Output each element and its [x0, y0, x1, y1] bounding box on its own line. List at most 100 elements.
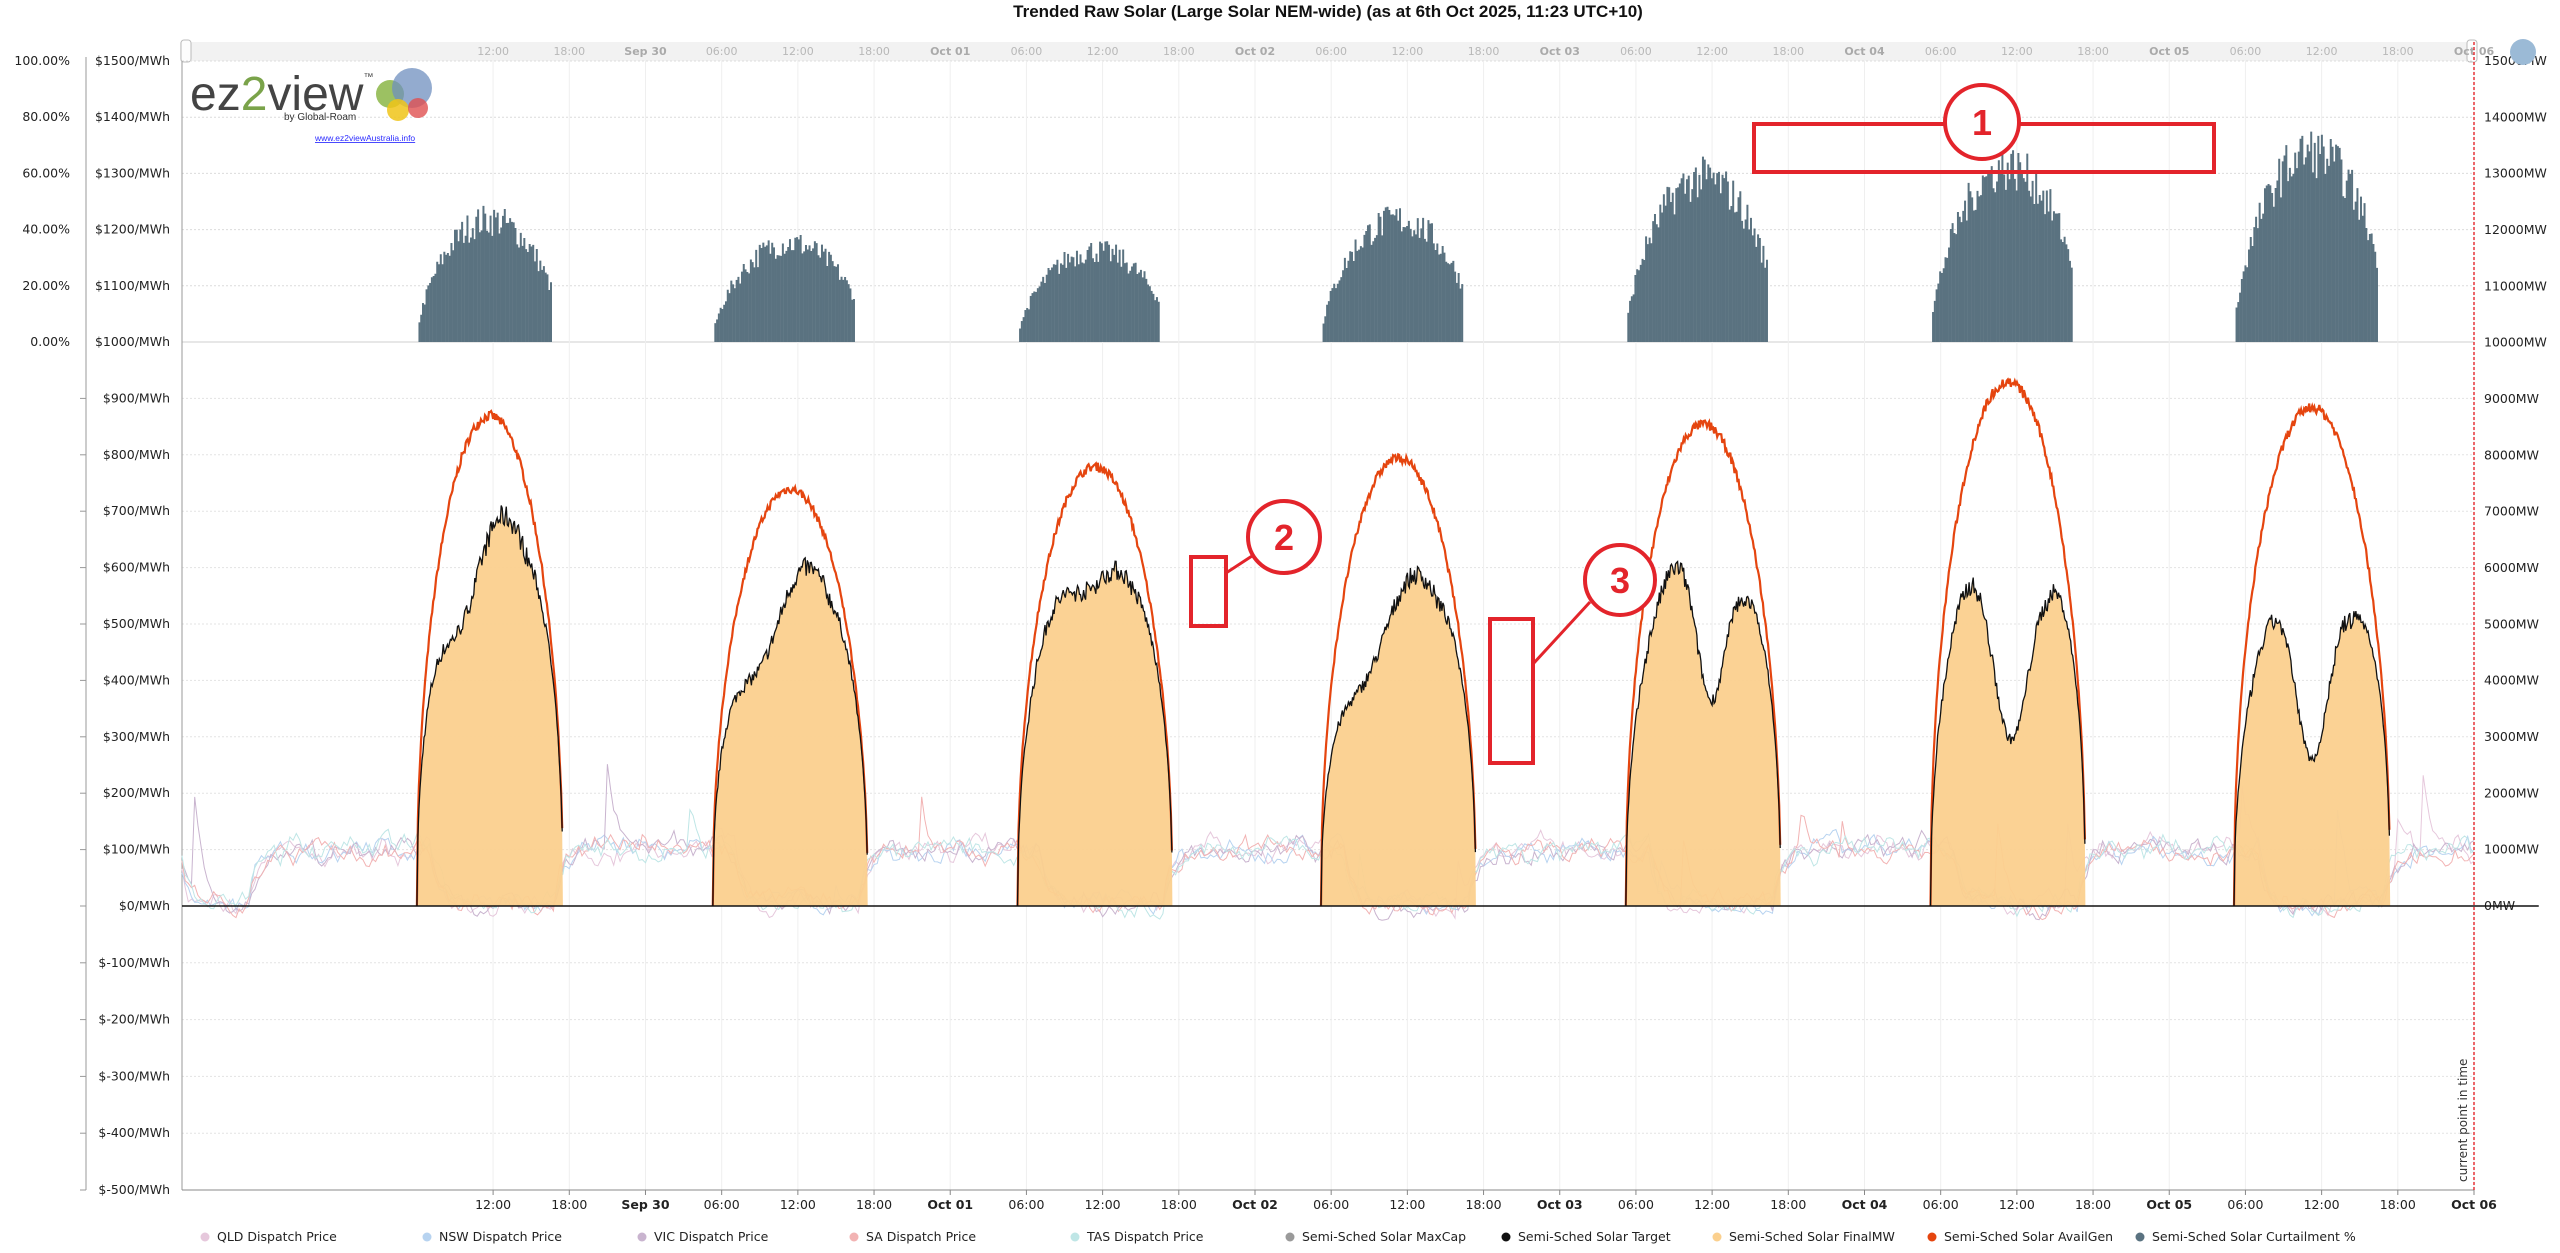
- availgen-line-day: [1624, 418, 1782, 907]
- navigator-tick-label: 06:00: [2230, 45, 2262, 58]
- x-tick-label: 18:00: [856, 1197, 892, 1212]
- navigator-tick-label: 12:00: [782, 45, 814, 58]
- y-tick-price: $-300/MWh: [98, 1068, 170, 1083]
- finalmw-area-day: [712, 557, 868, 906]
- legend-marker: [2135, 1232, 2145, 1242]
- navigator-tick-label: Oct 03: [1540, 45, 1580, 58]
- availgen-line-day: [2232, 402, 2391, 907]
- annotation-circle-1: [1943, 83, 2021, 161]
- legend-marker: [637, 1232, 647, 1242]
- legend-label: NSW Dispatch Price: [439, 1229, 562, 1244]
- navigator-tick-label: Oct 01: [930, 45, 970, 58]
- y-tick-price-top: $1100/MWh: [95, 278, 170, 293]
- legend-marker: [1712, 1232, 1722, 1242]
- target-line-day: [1625, 560, 1781, 907]
- target-line-day: [416, 505, 563, 907]
- y-tick-price: $500/MWh: [103, 616, 170, 631]
- y-tick-price: $600/MWh: [103, 560, 170, 575]
- y-tick-mw: 6000MW: [2484, 560, 2539, 575]
- x-tick-label: Oct 05: [2146, 1197, 2192, 1212]
- navigator-tick-label: 12:00: [2001, 45, 2033, 58]
- logo-circle-blue: [392, 68, 432, 108]
- y-tick-mw: 3000MW: [2484, 729, 2539, 744]
- y-tick-mw: 13000MW: [2484, 166, 2547, 181]
- legend-label: QLD Dispatch Price: [217, 1229, 337, 1244]
- target-line-day: [1320, 565, 1477, 907]
- y-tick-price: $300/MWh: [103, 729, 170, 744]
- y-tick-mw: 12000MW: [2484, 222, 2547, 237]
- y-tick-price: $0/MWh: [119, 898, 170, 913]
- navigator-track[interactable]: [180, 42, 2472, 61]
- navigator-tick-label: Sep 30: [624, 45, 667, 58]
- availgen-line-day: [1929, 377, 2086, 907]
- legend-marker: [422, 1232, 432, 1242]
- y-tick-mw: 7000MW: [2484, 504, 2539, 519]
- x-axis-ticks: 12:00 18:00 Sep 30 06:00 12:00 18:00 Oct 01 06:…: [475, 1190, 2497, 1212]
- y-tick-price: $700/MWh: [103, 503, 170, 518]
- legend-label: Semi-Sched Solar MaxCap: [1302, 1229, 1466, 1244]
- navigator-tick-label: 06:00: [1315, 45, 1347, 58]
- navigator-tick-label: 12:00: [477, 45, 509, 58]
- navigator-tick-label: 12:00: [1696, 45, 1728, 58]
- left-axis-price: $1500/MWh $1400/MWh $1300/MWh $1200/MWh $110…: [95, 53, 170, 1197]
- navigator-tick-label: 18:00: [1163, 45, 1195, 58]
- annotation-number-1: 1: [1972, 102, 1992, 143]
- finalmw-area-day: [1321, 566, 1476, 906]
- annotation-leader-3: [1531, 600, 1592, 666]
- y-tick-percent: 0.00%: [30, 334, 70, 349]
- legend-marker: [1070, 1232, 1080, 1242]
- legend-label: Semi-Sched Solar FinalMW: [1729, 1229, 1895, 1244]
- legend-marker: [1501, 1232, 1511, 1242]
- x-tick-label: 06:00: [1313, 1197, 1349, 1212]
- y-tick-price-top: $1400/MWh: [95, 109, 170, 124]
- y-tick-price-top: $1200/MWh: [95, 222, 170, 237]
- navigator-tick-label: Oct 06: [2454, 45, 2495, 58]
- finalmw-area-day: [1930, 577, 2086, 906]
- legend-label: VIC Dispatch Price: [654, 1229, 769, 1244]
- y-tick-price-top: $1300/MWh: [95, 165, 170, 180]
- chart-title: Trended Raw Solar (Large Solar NEM-wide)…: [1013, 2, 1643, 21]
- range-navigator[interactable]: 12:00 18:00 Sep 30 06:00 12:00 18:00 Oct 01 06:…: [180, 39, 2495, 63]
- x-tick-label: Oct 06: [2451, 1197, 2497, 1212]
- navigator-right-handle[interactable]: [2466, 39, 2478, 63]
- navigator-tick-label: 12:00: [1392, 45, 1424, 58]
- x-tick-label: 18:00: [551, 1197, 587, 1212]
- pin-icon[interactable]: [2510, 39, 2536, 65]
- navigator-tick-label: 06:00: [1011, 45, 1043, 58]
- x-tick-label: 18:00: [1770, 1197, 1806, 1212]
- logo-circle-red: [408, 98, 428, 118]
- target-line-day: [1929, 577, 2086, 907]
- x-tick-label: Oct 03: [1537, 1197, 1583, 1212]
- x-tick-label: 12:00: [2304, 1197, 2340, 1212]
- y-tick-percent: 20.00%: [22, 278, 70, 293]
- ez2view-logo[interactable]: ez2view™ by Global-Roam www.ez2viewAustr…: [190, 68, 432, 143]
- availgen-series: [415, 377, 2391, 907]
- y-tick-percent: 80.00%: [22, 109, 70, 124]
- x-tick-label: 18:00: [1161, 1197, 1197, 1212]
- annotation-number-2: 2: [1274, 517, 1294, 558]
- finalmw-area-day: [416, 505, 563, 906]
- x-tick-label: 06:00: [2227, 1197, 2263, 1212]
- x-tick-label: 06:00: [1618, 1197, 1654, 1212]
- y-tick-price: $-400/MWh: [98, 1125, 170, 1140]
- y-tick-price: $900/MWh: [103, 390, 170, 405]
- x-tick-label: Oct 01: [927, 1197, 973, 1212]
- finalmw-area-day: [1017, 561, 1173, 906]
- target-line-day: [712, 556, 868, 907]
- y-tick-mw: 11000MW: [2484, 278, 2547, 293]
- y-tick-percent: 40.00%: [22, 222, 70, 237]
- logo-url-link[interactable]: www.ez2viewAustralia.info: [314, 133, 415, 143]
- logo-circle-yellow: [387, 99, 409, 121]
- navigator-left-handle[interactable]: [180, 39, 192, 63]
- annotation-box-2: [1189, 555, 1228, 628]
- current-time-label: current point in time: [2456, 1059, 2470, 1182]
- y-tick-mw: 9000MW: [2484, 391, 2539, 406]
- x-tick-label: 12:00: [1389, 1197, 1425, 1212]
- navigator-tick-label: 12:00: [2306, 45, 2338, 58]
- y-tick-price-top: $1500/MWh: [95, 53, 170, 68]
- annotation-circle-3: [1583, 543, 1657, 617]
- x-tick-label: 06:00: [704, 1197, 740, 1212]
- y-tick-price: $400/MWh: [103, 672, 170, 687]
- y-tick-mw: 8000MW: [2484, 447, 2539, 462]
